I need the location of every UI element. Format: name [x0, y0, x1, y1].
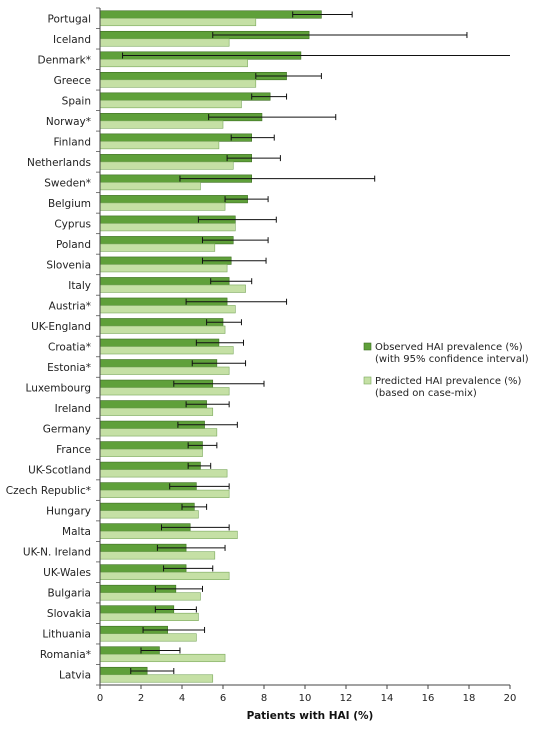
category-label-ireland: Ireland — [55, 403, 91, 415]
legend-sublabel-predicted: (based on case-mix) — [375, 388, 477, 399]
bar-predicted-romania — [99, 653, 226, 663]
category-label-czech-republic: Czech Republic* — [6, 485, 91, 497]
bar-predicted-croatia — [99, 346, 234, 355]
category-label-cyprus: Cyprus — [54, 218, 91, 230]
category-label-lithuania: Lithuania — [42, 629, 91, 641]
category-label-uk-wales: UK-Wales — [43, 567, 91, 579]
x-tick-label: 18 — [463, 693, 476, 704]
legend-sublabel-observed: (with 95% confidence interval) — [375, 354, 529, 365]
bar-predicted-latvia — [99, 674, 214, 683]
bar-predicted-poland — [99, 243, 216, 252]
category-label-netherlands: Netherlands — [27, 157, 91, 169]
bar-predicted-malta — [99, 530, 238, 539]
bar-predicted-czech-republic — [99, 489, 230, 498]
legend: Observed HAI prevalence (%)(with 95% con… — [363, 342, 529, 399]
bar-predicted-denmark — [99, 58, 248, 68]
x-tick-label: 10 — [299, 693, 312, 704]
bar-predicted-netherlands — [99, 161, 234, 170]
bar-predicted-austria — [99, 305, 236, 314]
category-label-uk-england: UK-England — [31, 321, 91, 333]
bar-predicted-luxembourg — [99, 387, 230, 396]
bar-predicted-uk-england — [99, 325, 226, 334]
category-label-croatia: Croatia* — [48, 342, 91, 354]
bar-predicted-slovakia — [99, 612, 199, 621]
bar-observed-portugal — [99, 10, 322, 19]
bar-predicted-lithuania — [99, 633, 197, 642]
legend-swatch-observed — [363, 342, 372, 351]
bar-predicted-uk-wales — [99, 571, 230, 580]
category-label-spain: Spain — [62, 95, 91, 107]
bar-predicted-greece — [99, 79, 257, 88]
bar-predicted-italy — [99, 284, 246, 293]
category-label-uk-scotland: UK-Scotland — [28, 465, 91, 477]
category-label-latvia: Latvia — [59, 670, 91, 682]
bar-predicted-hungary — [99, 510, 199, 519]
category-label-belgium: Belgium — [48, 198, 91, 210]
bar-observed-uk-england — [99, 318, 224, 327]
bar-observed-finland — [99, 133, 252, 142]
bar-predicted-finland — [99, 141, 220, 150]
category-label-estonia: Estonia* — [47, 362, 91, 374]
bar-predicted-uk-scotland — [99, 469, 228, 478]
category-label-slovenia: Slovenia — [46, 259, 91, 271]
category-label-bulgaria: Bulgaria — [47, 588, 91, 600]
bar-predicted-cyprus — [99, 223, 236, 232]
bar-predicted-norway — [99, 120, 224, 129]
bar-observed-uk-scotland — [99, 461, 201, 470]
category-label-romania: Romania* — [40, 649, 91, 661]
bar-predicted-germany — [99, 428, 218, 437]
x-tick-label: 6 — [220, 693, 226, 704]
category-label-germany: Germany — [43, 424, 91, 436]
x-tick-label: 4 — [179, 693, 185, 704]
category-label-uk-n-ireland: UK-N. Ireland — [23, 547, 91, 559]
category-label-sweden: Sweden* — [44, 177, 91, 189]
x-tick-label: 0 — [97, 693, 103, 704]
category-label-finland: Finland — [53, 136, 91, 148]
legend-label-observed: Observed HAI prevalence (%) — [375, 342, 523, 353]
bar-predicted-ireland — [99, 407, 214, 416]
x-tick-label: 2 — [138, 693, 144, 704]
bar-predicted-belgium — [99, 202, 226, 211]
category-label-italy: Italy — [68, 280, 91, 292]
category-label-austria: Austria* — [49, 300, 91, 312]
bar-observed-spain — [99, 92, 271, 101]
category-label-slovakia: Slovakia — [47, 608, 91, 620]
bar-predicted-bulgaria — [99, 592, 201, 601]
category-label-hungary: Hungary — [46, 506, 91, 518]
bar-observed-france — [99, 441, 203, 450]
legend-swatch-predicted — [363, 376, 372, 385]
bar-predicted-france — [99, 448, 203, 457]
bar-predicted-sweden — [99, 182, 201, 191]
category-label-luxembourg: Luxembourg — [26, 383, 91, 395]
category-label-norway: Norway* — [46, 116, 91, 128]
x-tick-label: 8 — [261, 693, 267, 704]
bar-observed-hungary — [99, 502, 195, 511]
category-label-greece: Greece — [54, 75, 91, 87]
category-label-poland: Poland — [56, 239, 91, 251]
bar-predicted-estonia — [99, 366, 230, 375]
category-label-portugal: Portugal — [48, 13, 92, 25]
bar-predicted-uk-n-ireland — [99, 551, 216, 560]
x-tick-label: 16 — [422, 693, 435, 704]
bar-predicted-slovenia — [99, 264, 228, 273]
category-label-iceland: Iceland — [53, 34, 91, 46]
bar-predicted-portugal — [99, 17, 257, 27]
category-label-malta: Malta — [62, 526, 91, 538]
bar-observed-italy — [99, 277, 230, 286]
legend-label-predicted: Predicted HAI prevalence (%) — [375, 376, 522, 387]
x-tick-label: 20 — [504, 693, 517, 704]
bar-predicted-spain — [99, 100, 242, 109]
x-tick-label: 12 — [340, 693, 353, 704]
x-axis-title: Patients with HAI (%) — [247, 710, 374, 722]
bar-predicted-iceland — [99, 38, 230, 47]
category-label-france: France — [56, 444, 91, 456]
x-tick-label: 14 — [381, 693, 394, 704]
category-label-denmark: Denmark* — [37, 54, 91, 66]
